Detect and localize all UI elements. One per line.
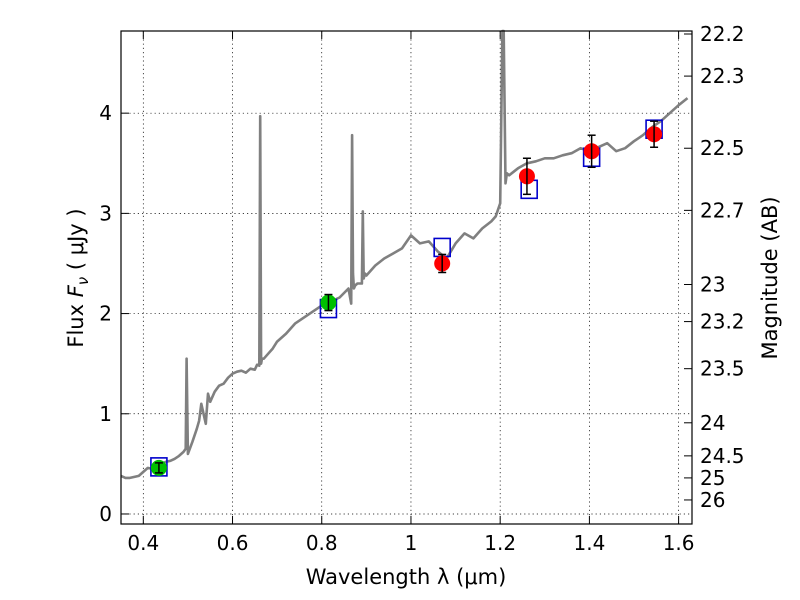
y2-tick-label: 26 — [700, 488, 725, 512]
y-tick-label: 3 — [99, 201, 112, 225]
spectrum-line — [120, 29, 689, 480]
y-axis-label-suffix: ( μJy ) — [64, 208, 88, 276]
y-axis-label-group: Flux Fν ( μJy ) — [64, 208, 92, 347]
y2-axis-label: Magnitude (AB) — [758, 196, 782, 359]
x-axis-label: Wavelength λ (μm) — [306, 565, 507, 589]
x-tick-label: 1.4 — [573, 531, 605, 555]
y2-tick-label: 22.5 — [700, 136, 745, 160]
y2-tick-label: 22.7 — [700, 198, 745, 222]
x-tick-label: 0.6 — [217, 531, 249, 555]
x-tick-label: 0.4 — [127, 531, 159, 555]
y-axis-label: Flux Fν ( μJy ) — [64, 208, 92, 347]
y2-axis-label-group: Magnitude (AB) — [758, 196, 782, 359]
grid-lines — [121, 31, 692, 524]
x-tick-label: 1 — [405, 531, 418, 555]
y2-tick-label: 22.3 — [700, 64, 745, 88]
y-axis-label-prefix: Flux — [64, 297, 88, 347]
y-tick-label: 1 — [99, 402, 112, 426]
spectrum-layer — [120, 29, 689, 480]
y2-tick-label: 23 — [700, 273, 725, 297]
ticks-layer: 0.4 0.6 0.8 1 1.2 1.4 1.60123422.222.322.522.7… — [99, 22, 744, 555]
y2-tick-label: 24.5 — [700, 444, 745, 468]
y-axis-label-symbol: F — [64, 284, 88, 297]
y-tick-label: 4 — [99, 101, 112, 125]
y-axis-label-subscript: ν — [74, 277, 92, 285]
y-tick-label: 0 — [99, 502, 112, 526]
x-tick-label: 1.6 — [663, 531, 695, 555]
y2-tick-label: 22.2 — [700, 22, 745, 46]
y2-tick-label: 23.5 — [700, 357, 745, 381]
y2-tick-label: 23.2 — [700, 310, 745, 334]
y2-tick-label: 25 — [700, 466, 725, 490]
y-tick-label: 2 — [99, 302, 112, 326]
x-tick-label: 0.8 — [306, 531, 338, 555]
x-tick-label: 1.2 — [484, 531, 516, 555]
markers-layer — [150, 119, 663, 477]
plot-frame — [120, 30, 693, 525]
y2-tick-label: 24 — [700, 411, 725, 435]
